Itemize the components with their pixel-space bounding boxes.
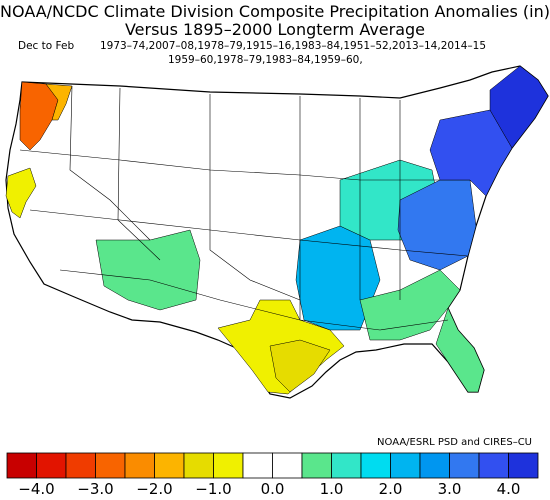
us-precipitation-map: [5, 65, 549, 399]
season-label: Dec to Feb: [18, 40, 75, 52]
legend-swatch: [419, 452, 450, 479]
map-title-line2: Versus 1895–2000 Longterm Average: [124, 20, 426, 39]
state-boundaries: [19, 85, 469, 331]
legend-swatch: [183, 452, 214, 479]
legend-tick-label: 0.0: [261, 480, 285, 498]
region-north-california-coast: [5, 167, 37, 219]
map-title-line1: NOAA/NCDC Climate Division Composite Pre…: [0, 2, 550, 21]
years-list-line2: 1959–60,1978–79,1983–84,1959–60,: [168, 54, 363, 66]
credit-label: NOAA/ESRL PSD and CIRES–CU: [377, 437, 532, 448]
legend-swatch: [6, 452, 37, 479]
legend-tick-label: −2.0: [136, 480, 172, 498]
legend-swatch: [360, 452, 391, 479]
legend-swatch: [390, 452, 421, 479]
region-new-england: [489, 65, 549, 149]
legend-tick-label: −1.0: [195, 480, 231, 498]
legend-tick-label: 3.0: [438, 480, 462, 498]
legend-swatch: [154, 452, 185, 479]
region-texas-gulf: [269, 339, 331, 393]
legend-swatch: [242, 452, 273, 479]
color-legend: −4.0 −3.0 −2.0 −1.0 0.0 1.0 2.0 3.0 4.0: [6, 452, 539, 498]
legend-swatch: [508, 452, 539, 479]
legend-swatch: [301, 452, 332, 479]
legend-tick-label: 4.0: [497, 480, 521, 498]
legend-swatch: [36, 452, 67, 479]
legend-swatch: [272, 452, 303, 479]
legend-swatch: [478, 452, 509, 479]
region-florida: [435, 307, 485, 393]
legend-swatch: [213, 452, 244, 479]
legend-tick-label: 1.0: [320, 480, 344, 498]
legend-tick-label: −3.0: [77, 480, 113, 498]
region-southwest: [95, 229, 201, 311]
legend-swatch: [124, 452, 155, 479]
years-list-line1: 1973–74,2007–08,1978–79,1915–16,1983–84,…: [100, 40, 487, 52]
legend-swatch: [65, 452, 96, 479]
legend-tick-label: −4.0: [18, 480, 54, 498]
legend-tick-label: 2.0: [379, 480, 403, 498]
legend-swatch: [95, 452, 126, 479]
legend-swatch: [331, 452, 362, 479]
legend-swatch: [449, 452, 480, 479]
